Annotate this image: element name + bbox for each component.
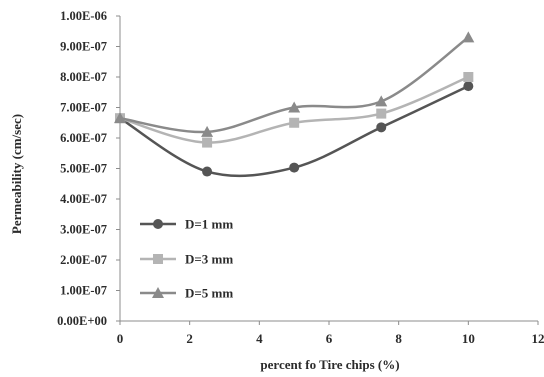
y-tick-label: 6.00E-07: [60, 131, 107, 145]
y-tick-label: 2.00E-07: [60, 253, 107, 267]
y-tick-label: 4.00E-07: [60, 192, 107, 206]
data-point: [289, 117, 300, 128]
series-layer: [114, 31, 475, 178]
x-axis-title: percent fo Tire chips (%): [260, 357, 399, 372]
data-point: [463, 72, 474, 82]
x-tick-label: 4: [256, 331, 263, 346]
y-tick-label: 5.00E-07: [60, 162, 107, 176]
y-tick-label: 3.00E-07: [60, 223, 107, 237]
x-tick-label: 12: [532, 331, 544, 346]
data-point: [202, 166, 213, 177]
legend-item-2: D=3 mm: [140, 252, 233, 267]
legend-label: D=1 mm: [185, 217, 233, 232]
x-tick-label: 10: [462, 331, 475, 346]
y-axis-ticks: 0.00E+00 1.00E-07 2.00E-07 3.00E-07 4.00E-07…: [57, 9, 120, 328]
x-tick-label: 8: [395, 331, 402, 346]
legend-item-3: D=5 mm: [140, 286, 233, 301]
legend-item-1: D=1 mm: [140, 217, 233, 232]
x-axis-ticks: 0 2 4 6 8 10 12: [117, 321, 544, 346]
x-tick-label: 6: [326, 331, 333, 346]
y-tick-label: 1.00E-06: [60, 9, 107, 23]
data-point: [376, 108, 387, 119]
legend-marker: [152, 287, 164, 298]
data-point: [462, 31, 475, 43]
data-point: [202, 137, 213, 148]
data-point: [288, 101, 301, 113]
data-point: [376, 122, 387, 133]
x-tick-label: 0: [117, 331, 124, 346]
data-point: [463, 81, 474, 92]
legend-label: D=3 mm: [185, 252, 233, 267]
y-tick-label: 1.00E-07: [60, 284, 107, 298]
y-tick-label: 7.00E-07: [60, 101, 107, 115]
legend: D=1 mm D=3 mm D=5 mm: [140, 217, 233, 301]
series-3: [114, 31, 475, 137]
data-point: [114, 112, 126, 124]
y-tick-label: 9.00E-07: [60, 40, 107, 54]
legend-marker: [153, 219, 163, 229]
data-point: [375, 95, 388, 107]
y-tick-label: 8.00E-07: [60, 70, 107, 84]
legend-marker: [153, 254, 163, 264]
legend-label: D=5 mm: [185, 286, 233, 301]
data-point: [201, 125, 214, 137]
y-axis-title: Permeability (cm/sec): [9, 114, 24, 234]
data-point: [289, 162, 300, 173]
y-tick-label: 0.00E+00: [57, 314, 107, 328]
x-tick-label: 2: [186, 331, 193, 346]
